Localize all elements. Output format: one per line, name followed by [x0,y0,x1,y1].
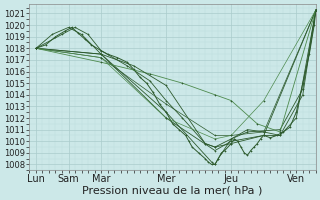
X-axis label: Pression niveau de la mer( hPa ): Pression niveau de la mer( hPa ) [83,186,263,196]
